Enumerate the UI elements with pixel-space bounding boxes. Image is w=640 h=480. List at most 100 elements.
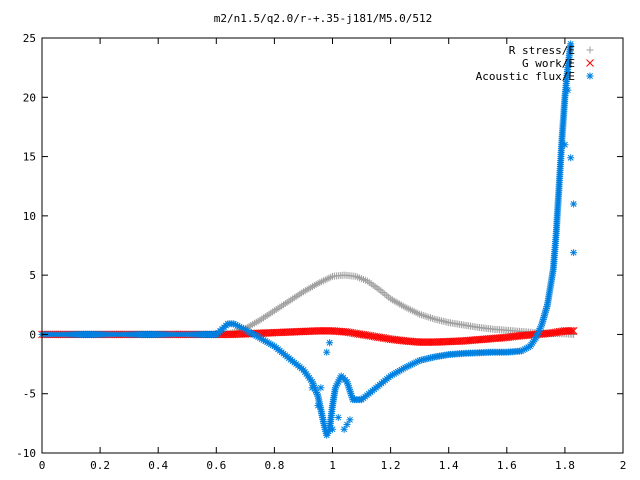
x-tick-label: 1.4 [439, 459, 459, 472]
data-point [290, 294, 298, 302]
data-point [221, 330, 230, 339]
series-3-points [38, 40, 578, 439]
y-tick-label: -10 [16, 447, 36, 460]
data-point [314, 279, 322, 287]
data-point [321, 276, 329, 284]
data-point [261, 313, 269, 321]
data-point [570, 200, 578, 208]
data-point [407, 306, 415, 314]
data-point [388, 296, 396, 304]
data-point [415, 338, 424, 346]
data-point [310, 282, 318, 290]
data-points [38, 40, 578, 439]
data-point [399, 302, 407, 310]
y-tick-label: 20 [23, 91, 36, 104]
data-point [566, 327, 574, 335]
data-point [305, 285, 313, 293]
x-tick-label: 0.6 [206, 459, 226, 472]
data-point [287, 296, 295, 304]
data-point [390, 297, 398, 305]
x-tick-label: 0.4 [148, 459, 168, 472]
data-point [419, 338, 428, 346]
data-point [272, 306, 280, 314]
data-point [298, 289, 306, 297]
data-point [423, 313, 431, 321]
data-point [281, 300, 289, 308]
data-point [403, 304, 411, 312]
data-point [260, 314, 268, 322]
data-point [323, 275, 331, 283]
data-point [326, 339, 334, 347]
legend-label: Acoustic flux/E [476, 70, 575, 83]
data-point [321, 327, 330, 335]
data-point [296, 290, 304, 298]
data-point [401, 303, 409, 311]
data-point [397, 301, 405, 309]
data-point [564, 86, 572, 94]
data-point [419, 311, 427, 319]
data-point [570, 249, 578, 257]
data-point [423, 338, 431, 346]
data-point [421, 338, 429, 346]
y-axis: -10 -5 0 5 10 15 20 25 [16, 32, 623, 460]
x-tick-label: 1.2 [381, 459, 401, 472]
y-tick-label: 10 [23, 210, 36, 223]
data-point [308, 384, 316, 392]
data-point [314, 402, 322, 410]
data-point [319, 327, 328, 335]
data-point [254, 317, 262, 325]
data-point [292, 292, 300, 300]
data-point [408, 307, 416, 315]
y-tick-label: -5 [23, 388, 36, 401]
data-point [405, 305, 413, 313]
x-axis: 0 0.2 0.4 0.6 0.8 1 1.2 1.4 1.6 1.8 2 [39, 38, 626, 472]
data-point [327, 273, 335, 281]
data-point [567, 154, 575, 162]
data-point [387, 295, 395, 303]
data-point [247, 321, 255, 329]
data-point [392, 298, 400, 306]
data-point [316, 279, 324, 287]
data-point [325, 274, 333, 282]
legend-label: R stress/E [509, 44, 575, 57]
data-point [567, 40, 575, 48]
data-point [303, 286, 311, 294]
data-point [301, 287, 309, 295]
data-point [412, 308, 420, 316]
data-point [346, 416, 354, 424]
data-point [417, 311, 425, 319]
data-point [424, 338, 433, 346]
data-point [317, 327, 326, 335]
legend-marker [586, 59, 594, 67]
data-point [569, 327, 578, 335]
data-point [323, 327, 331, 335]
data-point [294, 291, 302, 299]
data-point [278, 302, 286, 310]
data-point [289, 295, 297, 303]
x-tick-label: 0.8 [264, 459, 284, 472]
x-tick-label: 0.2 [90, 459, 110, 472]
data-point [561, 141, 569, 149]
data-point [416, 310, 424, 318]
x-tick-label: 0 [39, 459, 46, 472]
y-tick-label: 25 [23, 32, 36, 45]
data-point [414, 309, 422, 317]
data-point [317, 384, 325, 392]
data-point [285, 297, 293, 305]
y-tick-label: 0 [29, 328, 36, 341]
data-point [267, 309, 275, 317]
data-point [343, 421, 351, 429]
y-tick-label: 5 [29, 269, 36, 282]
data-point [319, 277, 327, 285]
y-tick-label: 15 [23, 151, 36, 164]
data-point [252, 318, 260, 326]
data-point [309, 283, 317, 291]
x-tick-label: 1 [329, 459, 336, 472]
x-tick-label: 1.8 [555, 459, 575, 472]
data-point [323, 348, 331, 356]
data-point [396, 300, 404, 308]
data-point [315, 327, 324, 335]
legend-marker [586, 72, 594, 80]
